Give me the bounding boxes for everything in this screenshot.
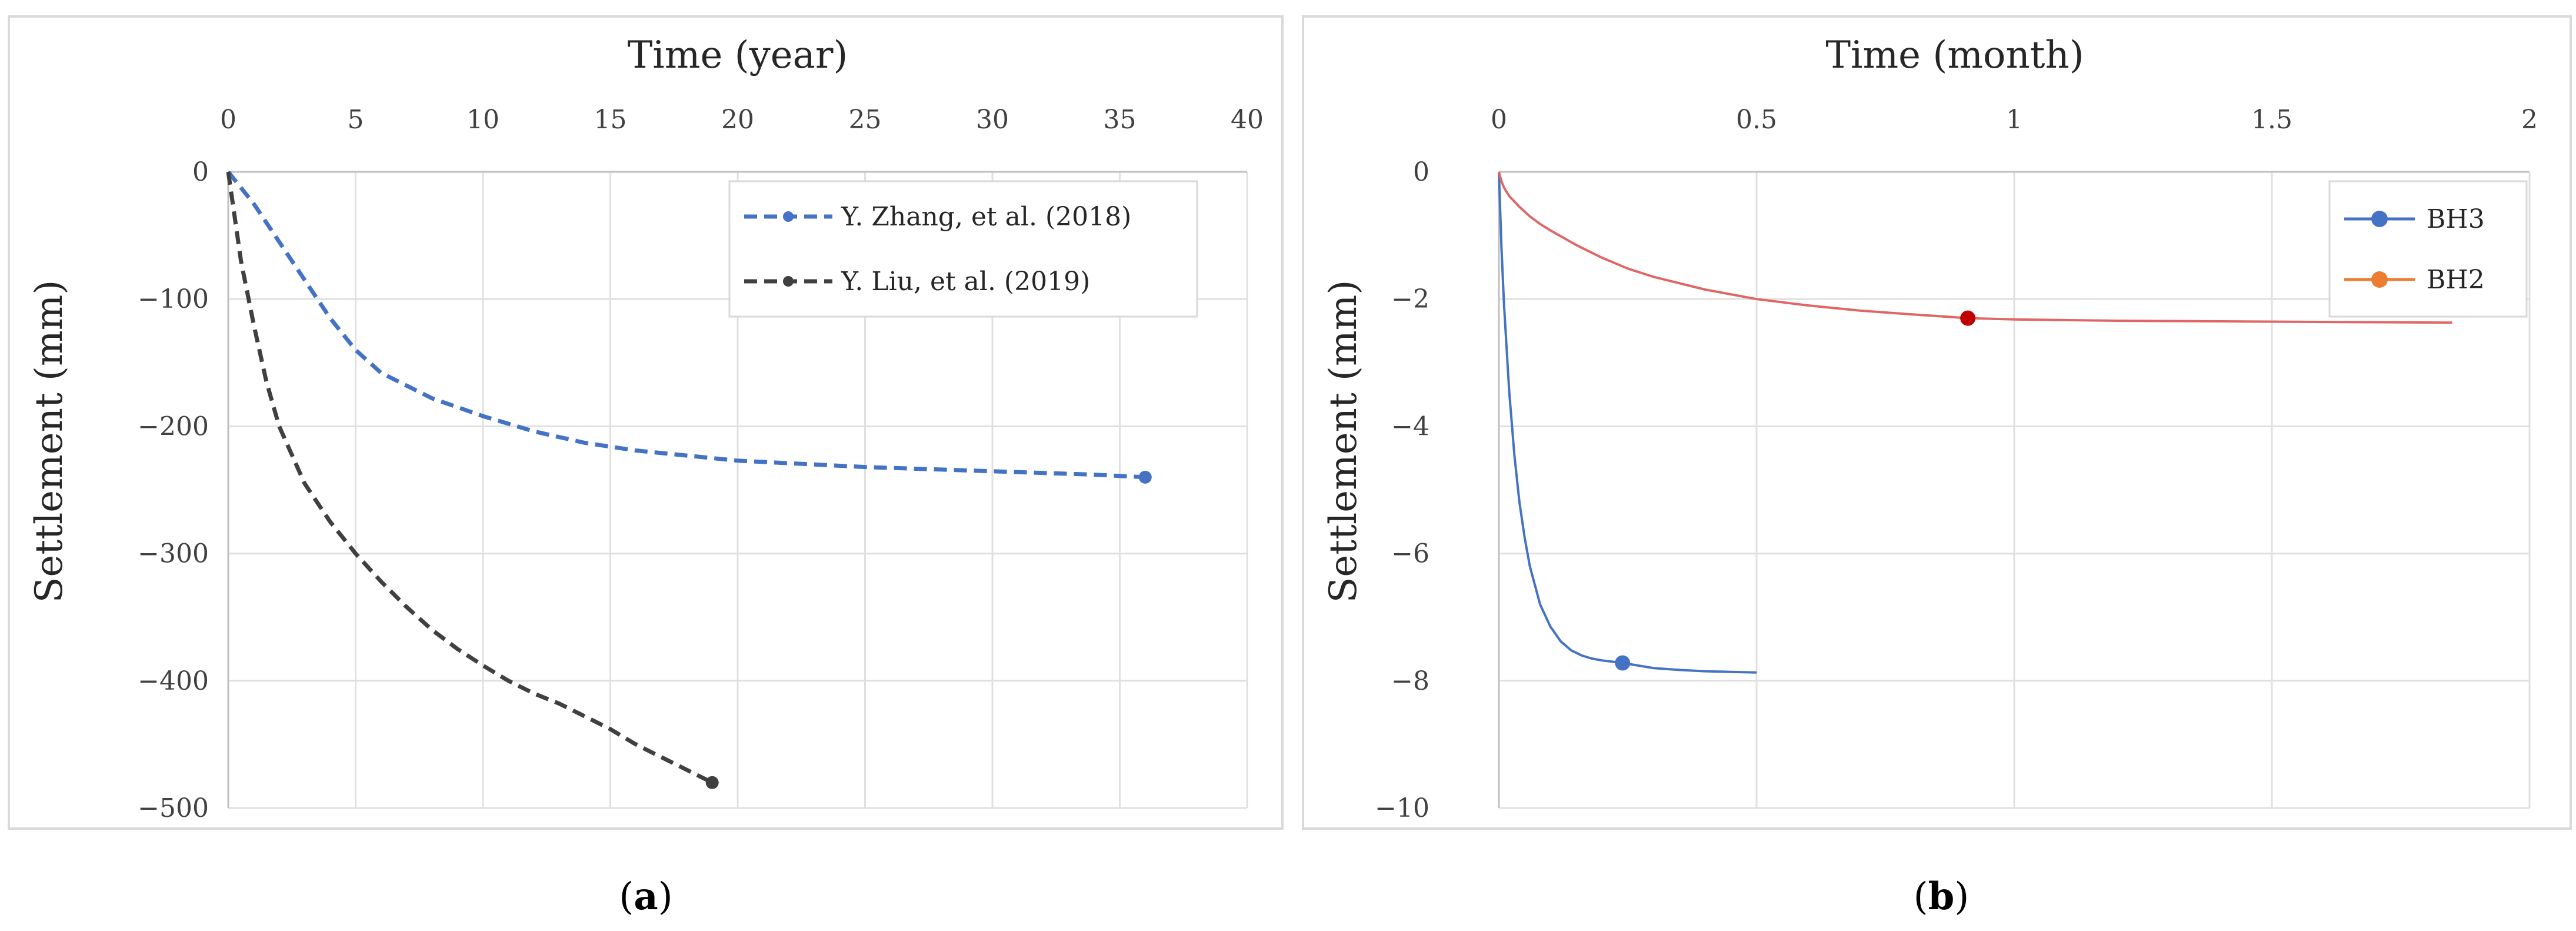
- panel-a: 0 5 10 15 20 25 30 35 40 0 −100 −200 −300 −400 −500 T…: [8, 15, 1284, 830]
- chart-a-legend-box: [728, 180, 1198, 318]
- caption-a-open: (: [619, 875, 634, 919]
- chart-a-frame: [8, 15, 1284, 830]
- chart-b-x-tick-label: 1.5: [2251, 105, 2292, 135]
- chart-b-y-tick-label: −10: [1375, 793, 1429, 823]
- chart-b-y-tick-label: −6: [1391, 539, 1429, 569]
- chart-b-series: [1498, 171, 2452, 674]
- chart-b-series-1-line: [1498, 171, 2452, 324]
- chart-a-x-tick-label: 40: [1231, 105, 1264, 135]
- chart-a-y-tick-label: −300: [138, 539, 209, 569]
- chart-a-x-title: Time (year): [628, 34, 848, 77]
- caption-b-close: ): [1954, 875, 1969, 919]
- chart-a-series: [226, 170, 1152, 789]
- caption-b: (b): [1914, 875, 1970, 919]
- chart-b-x-tick-label: 0.5: [1736, 105, 1777, 135]
- legend-b-bh3-label: BH3: [2427, 204, 2485, 234]
- chart-b-axes: [1498, 171, 2530, 808]
- chart-b-series-0-marker: [1615, 655, 1631, 671]
- chart-a-y-tick-label: −200: [138, 411, 209, 441]
- caption-a: (a): [619, 875, 672, 919]
- chart-a-y-title: Settlement (mm): [28, 280, 71, 603]
- chart-b-y-tick-label: −4: [1391, 411, 1429, 441]
- chart-b-series-1-marker: [1960, 310, 1976, 326]
- chart-a-x-tick-label: 30: [976, 105, 1009, 135]
- chart-b-y-tick-label: −8: [1391, 666, 1429, 696]
- chart-b-y-title: Settlement (mm): [1322, 280, 1365, 603]
- chart-a-y-tick-label: −400: [138, 666, 209, 696]
- chart-a-x-tick-label: 0: [220, 105, 236, 135]
- chart-b-x-ticks: 0 0.5 1 1.5 2: [1491, 105, 2538, 135]
- legend-b-bh3-marker: [2371, 211, 2388, 227]
- chart-a-x-ticks: 0 5 10 15 20 25 30 35 40: [220, 105, 1264, 135]
- chart-a-series-1-end-marker: [705, 776, 719, 789]
- caption-a-close: ): [658, 875, 673, 919]
- caption-b-letter: b: [1928, 875, 1955, 919]
- chart-a-x-tick-label: 35: [1104, 105, 1137, 135]
- chart-a-legend: Y. Zhang, et al. (2018) Y. Liu, et al. (…: [728, 180, 1198, 318]
- legend-a-liu-label: Y. Liu, et al. (2019): [841, 267, 1090, 297]
- chart-b-x-tick-label: 2: [2521, 105, 2538, 135]
- chart-b-x-title: Time (month): [1825, 34, 2084, 77]
- chart-b-legend-box: [2328, 180, 2528, 318]
- legend-a-zhang-marker: [783, 211, 794, 222]
- chart-a-x-tick-label: 20: [721, 105, 754, 135]
- caption-a-letter: a: [634, 875, 658, 919]
- chart-a-x-tick-label: 25: [849, 105, 882, 135]
- chart-b-x-tick-label: 0: [1491, 105, 1507, 135]
- chart-a-y-tick-label: 0: [192, 157, 209, 187]
- legend-b-bh2-label: BH2: [2427, 265, 2485, 295]
- chart-a-x-tick-label: 15: [594, 105, 627, 135]
- chart-a-series-0-end-marker: [1138, 470, 1152, 484]
- legend-a-zhang-label: Y. Zhang, et al. (2018): [841, 202, 1131, 232]
- chart-b-legend: BH3 BH2: [2328, 180, 2528, 318]
- chart-b-y-tick-label: 0: [1413, 157, 1429, 187]
- chart-b-y-ticks: 0 −2 −4 −6 −8 −10: [1375, 157, 1429, 823]
- chart-a-y-ticks: 0 −100 −200 −300 −400 −500: [138, 157, 209, 823]
- caption-b-open: (: [1914, 875, 1928, 919]
- chart-a-x-tick-label: 5: [348, 105, 364, 135]
- legend-a-liu-marker: [783, 276, 794, 287]
- chart-b-series-0-line: [1498, 171, 1757, 674]
- chart-a-y-tick-label: −100: [138, 284, 209, 314]
- legend-b-bh2-marker: [2371, 271, 2388, 288]
- chart-b-x-tick-label: 1: [2006, 105, 2022, 135]
- chart-a-series-0-line: [226, 170, 1145, 480]
- chart-a-y-tick-label: −500: [138, 793, 209, 823]
- chart-b-frame: [1302, 15, 2572, 830]
- chart-a-axes: [227, 171, 1247, 808]
- chart-b-y-tick-label: −2: [1391, 284, 1429, 314]
- chart-a-x-tick-label: 10: [466, 105, 499, 135]
- panel-b: 0 0.5 1 1.5 2 0 −2 −4 −6 −8 −10 Time (month) Sett…: [1302, 15, 2572, 830]
